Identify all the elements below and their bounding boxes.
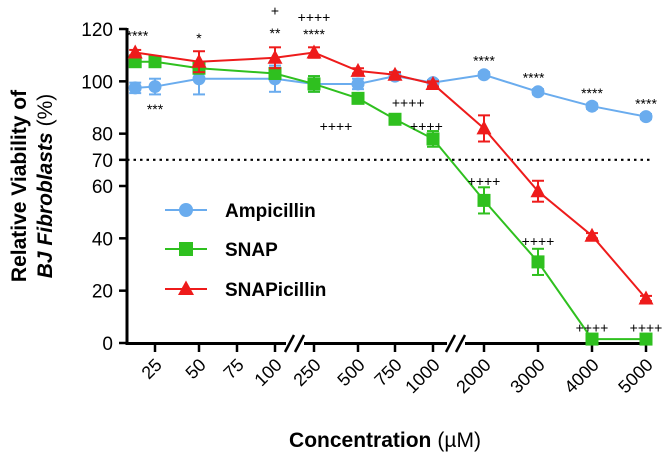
point-ampicillin-50 <box>192 72 206 86</box>
point-snap-1000 <box>426 132 440 146</box>
x-tick-label-5000: 5000 <box>614 355 656 397</box>
axis-break-1-slash-b <box>293 334 306 353</box>
y-axis-title-line2: BJ Fibroblasts (%) <box>34 94 57 279</box>
series-line-snap <box>135 60 646 341</box>
point-snapicillin-100 <box>267 49 283 64</box>
x-tick-label-4000: 4000 <box>560 355 602 397</box>
point-snapicillin-5000 <box>638 290 654 305</box>
x-tick-label-500: 500 <box>333 355 368 390</box>
x-tick-label-3000: 3000 <box>506 355 548 397</box>
point-ampicillin-500 <box>351 77 365 91</box>
annotation-layer: ********+**++++****++++++++++++****++++*… <box>127 3 663 336</box>
axis-break-1-gap <box>286 334 304 352</box>
significance-annotation-3: + <box>271 3 279 19</box>
point-snapicillin-4000 <box>584 227 600 242</box>
y-tick-label-60: 60 <box>92 177 113 198</box>
significance-annotation-6: **** <box>303 26 325 42</box>
significance-annotation-5: ++++ <box>298 9 331 25</box>
x-tick-label-250: 250 <box>289 355 324 390</box>
y-axis-title-italic: BJ Fibroblasts <box>34 132 57 278</box>
x-tick-label-75: 75 <box>220 355 248 383</box>
significance-annotation-10: **** <box>473 52 495 68</box>
y-tick-label-100: 100 <box>81 72 113 93</box>
point-snapicillin-1000 <box>425 75 441 90</box>
y-tick-label-80: 80 <box>92 125 113 146</box>
y-tick-label-70: 70 <box>92 151 113 172</box>
legend-item-ampicillin: Ampicillin <box>165 201 316 222</box>
point-snapicillin-3000 <box>530 183 546 198</box>
y-tick-label-120: 120 <box>81 20 113 41</box>
x-tick-label-1000: 1000 <box>401 355 443 397</box>
point-ampicillin-2000 <box>477 68 491 82</box>
point-snapicillin-25 <box>127 44 143 59</box>
point-snap-500 <box>351 91 365 105</box>
significance-annotation-9: ++++ <box>410 118 443 134</box>
point-ampicillin-3000 <box>531 85 545 99</box>
x-axis-title-unit: (µM) <box>437 429 481 452</box>
x-tick-label-100: 100 <box>250 355 285 390</box>
significance-annotation-17: ++++ <box>630 319 663 335</box>
legend-label-snap: SNAP <box>225 240 278 261</box>
y-axis-title: Relative Viability of <box>8 89 31 282</box>
point-snap-2000 <box>477 193 491 207</box>
y-tick-label-0: 0 <box>102 334 113 355</box>
point-snap-250 <box>307 77 321 91</box>
x-tick-label-50: 50 <box>182 355 210 383</box>
point-ampicillin-4000 <box>585 99 599 113</box>
x-tick-label-25: 25 <box>138 355 166 383</box>
significance-annotation-12: **** <box>523 69 545 85</box>
point-snapicillin-2000 <box>476 120 492 135</box>
significance-annotation-1: *** <box>147 101 164 117</box>
point-snap-750 <box>388 112 402 126</box>
significance-annotation-2: * <box>196 30 202 46</box>
series-layer <box>127 44 654 346</box>
legend-marker-snapicillin <box>178 280 194 295</box>
point-snap-3000 <box>531 255 545 269</box>
axis-break-1-slash-a <box>283 334 296 353</box>
point-ampicillin-5000 <box>639 110 653 124</box>
point-ampicillin-25 <box>128 81 142 95</box>
significance-annotation-13: ++++ <box>522 233 555 249</box>
significance-annotation-8: ++++ <box>392 94 425 110</box>
significance-annotation-15: ++++ <box>576 319 609 335</box>
series-line-ampicillin <box>135 73 647 118</box>
series-line-snapicillin <box>135 51 647 300</box>
y-axis-title-unit: (%) <box>34 94 57 127</box>
axis-break-2-slash-b <box>454 334 467 353</box>
point-snap-5000 <box>639 332 653 346</box>
point-snapicillin-750 <box>387 66 403 81</box>
axis-break-2-gap <box>447 334 465 352</box>
significance-annotation-16: **** <box>635 96 657 112</box>
legend: Ampicillin SNAP SNAPicillin <box>165 201 326 301</box>
point-snapicillin-250 <box>306 44 322 59</box>
legend-item-snapicillin: SNAPicillin <box>165 280 326 301</box>
x-axis-title: Concentration (µM) <box>289 429 481 452</box>
y-tick-label-20: 20 <box>92 282 113 303</box>
point-ampicillin-25 <box>148 80 162 94</box>
legend-item-snap: SNAP <box>165 240 278 261</box>
x-axis-title-text: Concentration <box>289 429 431 452</box>
significance-annotation-11: ++++ <box>468 173 501 189</box>
significance-annotation-4: ** <box>270 25 281 41</box>
point-snap-4000 <box>585 332 599 346</box>
legend-marker-snap <box>179 242 193 256</box>
y-tick-label-40: 40 <box>92 229 113 250</box>
point-snap-25 <box>148 55 162 69</box>
x-tick-label-2000: 2000 <box>452 355 494 397</box>
point-snapicillin-500 <box>350 62 366 77</box>
axis-break-2-slash-a <box>444 334 457 353</box>
significance-annotation-0: **** <box>127 28 149 44</box>
point-snapicillin-50 <box>191 53 207 68</box>
significance-annotation-7: ++++ <box>320 118 353 134</box>
point-snap-100 <box>268 66 282 80</box>
legend-marker-ampicillin <box>179 203 193 217</box>
legend-label-snapicillin: SNAPicillin <box>225 280 326 301</box>
x-tick-label-750: 750 <box>370 355 405 390</box>
y-axis-title-text: Relative Viability of <box>8 89 31 282</box>
legend-label-ampicillin: Ampicillin <box>225 201 316 222</box>
significance-annotation-14: **** <box>581 85 603 101</box>
